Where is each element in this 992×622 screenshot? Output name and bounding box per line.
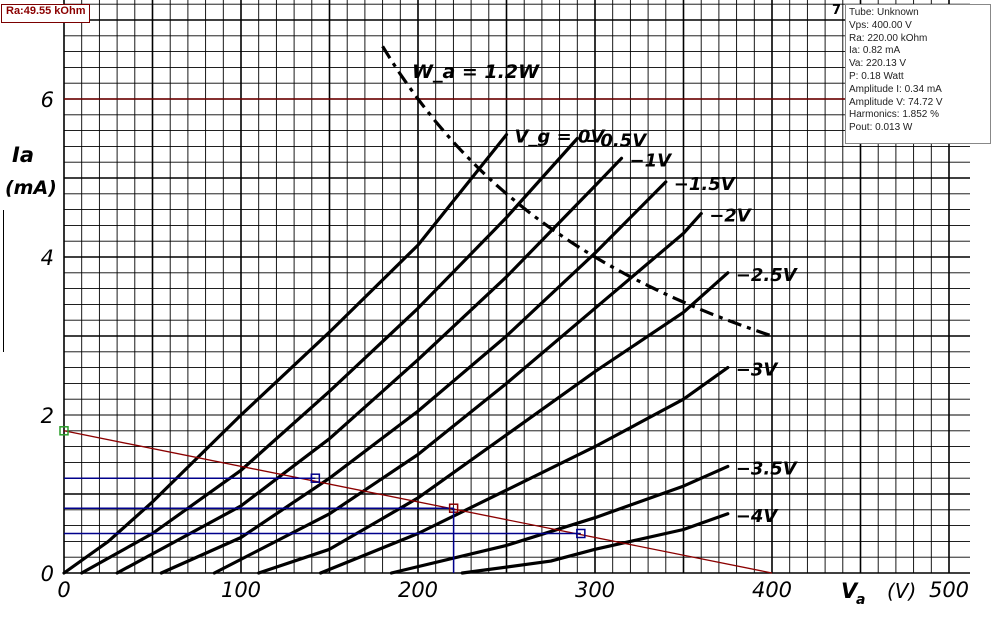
load-line — [59, 426, 773, 574]
info-amplitude-i: Amplitude I: 0.34 mA — [849, 83, 942, 95]
curve-3V — [319, 366, 730, 575]
curve-1V — [115, 156, 624, 575]
curve-4V — [460, 512, 730, 575]
x-tick-label: 200 — [398, 578, 438, 602]
left-scale-mark — [0, 210, 4, 352]
curve-label: −3.5V — [736, 458, 799, 479]
curve-1p5V — [159, 180, 668, 575]
operating-point-info-panel: Tube: Unknown Vps: 400.00 V Ra: 220.00 k… — [845, 4, 991, 144]
operating-point-marker — [310, 473, 321, 483]
curve-3p5V — [389, 464, 730, 575]
x-axis-unit: (V) — [887, 579, 916, 603]
load-line-path — [63, 430, 773, 574]
load-line-resistance-label[interactable]: Ra:49.55 kOhm — [1, 4, 91, 23]
curve-label: −1V — [630, 150, 674, 171]
curve-label: −4V — [736, 506, 780, 527]
curve-label: −1.5V — [674, 174, 737, 195]
curve-label: −2V — [709, 206, 753, 227]
x-tick-label: 300 — [575, 578, 615, 602]
max-dissipation-curve — [381, 45, 773, 338]
y-axis-label: Ia — [12, 143, 34, 167]
curve-2V — [212, 212, 703, 575]
info-amplitude-v: Amplitude V: 74.72 V — [849, 96, 943, 108]
curve-label: −2.5V — [736, 265, 799, 286]
curve-label: −0.5V — [585, 131, 648, 152]
info-vps: Vps: 400.00 V — [849, 19, 912, 31]
tube-curves — [62, 133, 730, 575]
x-tick-label: 100 — [221, 578, 261, 602]
x-tick-label: 0 — [57, 578, 70, 602]
y-tick-label: 6 — [41, 88, 54, 112]
y-axis-unit: (mA) — [5, 177, 57, 199]
info-ra: Ra: 220.00 kOhm — [849, 32, 928, 44]
curve-label: −3V — [736, 360, 780, 381]
axis-ticks: 0 100 200 300 400 500 0 2 4 6 Ia (mA) Va (V) — [5, 88, 969, 608]
curve-Vg0V — [62, 133, 509, 575]
operating-point-marker — [576, 528, 586, 539]
curve-2p5V — [257, 271, 730, 575]
info-power: P: 0.18 Watt — [849, 70, 904, 82]
dissipation-line — [381, 45, 773, 338]
info-va: Va: 220.13 V — [849, 58, 907, 70]
corner-number: 7 — [832, 3, 842, 18]
x-tick-label: 400 — [752, 578, 792, 602]
curve-label: V_g = 0V — [515, 127, 607, 148]
y-tick-label: 4 — [41, 246, 54, 270]
dissipation-label: W_a = 1.2W — [412, 61, 540, 83]
curve-labels: V_g = 0V−0.5V−1V−1.5V −2V −2.5V −3V −3.5V −4V… — [412, 61, 799, 527]
info-tube: Tube: Unknown — [849, 7, 919, 18]
load-line-handle — [59, 426, 69, 436]
y-tick-label: 0 — [41, 562, 54, 586]
info-harmonics: Harmonics: 1.852 % — [849, 109, 940, 121]
x-axis-label: V — [841, 579, 859, 603]
info-pout: Pout: 0.013 W — [849, 122, 913, 134]
x-axis-label-sub: a — [856, 592, 865, 608]
info-ia: Ia: 0.82 mA — [849, 45, 901, 57]
y-tick-label: 2 — [41, 404, 54, 428]
x-tick-label: 500 — [929, 578, 969, 602]
